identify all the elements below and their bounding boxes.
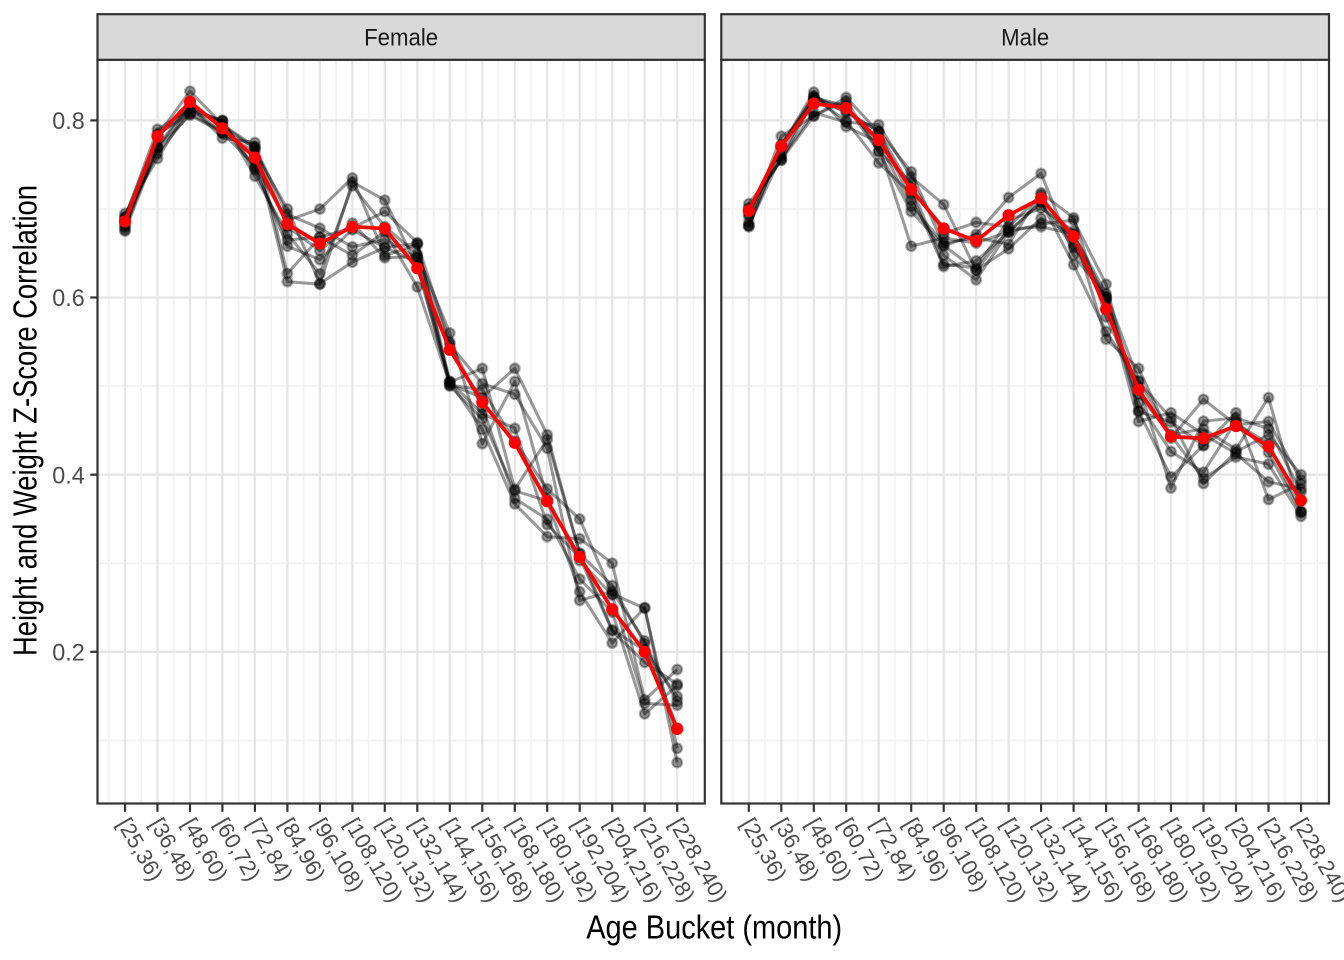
svg-text:Height and Weight Z-Score Corr: Height and Weight Z-Score Correlation [7,185,44,656]
svg-text:0.8: 0.8 [52,108,85,135]
svg-text:0.2: 0.2 [52,640,85,667]
svg-text:0.4: 0.4 [52,462,85,489]
svg-text:0.6: 0.6 [52,285,85,312]
svg-text:Female: Female [364,25,438,52]
svg-text:Age Bucket (month): Age Bucket (month) [586,909,842,946]
svg-text:Male: Male [1001,25,1049,52]
